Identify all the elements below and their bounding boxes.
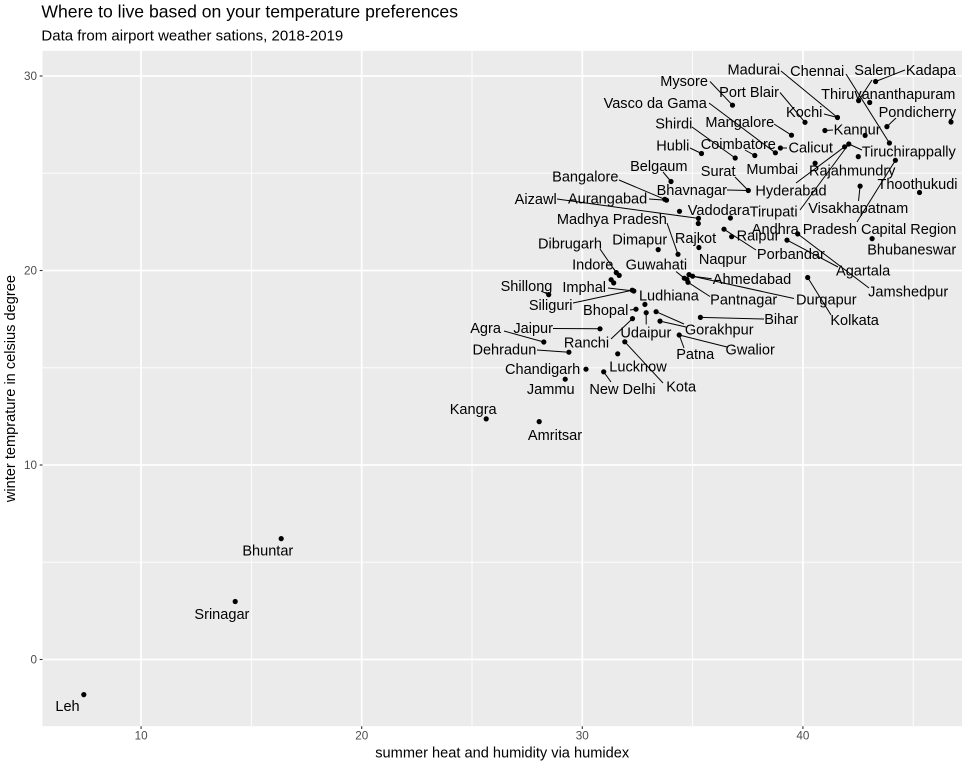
svg-text:Aizawl: Aizawl	[515, 192, 557, 208]
svg-text:Vasco da Gama: Vasco da Gama	[604, 96, 708, 112]
svg-text:Naqpur: Naqpur	[699, 252, 747, 268]
svg-text:Mumbai: Mumbai	[746, 162, 798, 178]
svg-text:Andhra Pradesh Capital Region: Andhra Pradesh Capital Region	[752, 222, 957, 238]
svg-text:Raipur: Raipur	[737, 229, 780, 245]
svg-text:Indore: Indore	[572, 258, 613, 274]
svg-text:20: 20	[355, 730, 369, 743]
svg-text:Salem: Salem	[854, 63, 895, 79]
svg-text:Bangalore: Bangalore	[552, 170, 618, 186]
svg-text:Chennai: Chennai	[790, 64, 844, 80]
svg-text:Where to live based on your te: Where to live based on your temperature …	[41, 1, 458, 21]
svg-text:Vadodara: Vadodara	[688, 203, 751, 219]
svg-text:Rajahmundry: Rajahmundry	[809, 163, 896, 179]
svg-text:Dehradun: Dehradun	[472, 343, 536, 359]
svg-text:Kota: Kota	[666, 380, 697, 396]
svg-text:Chandigarh: Chandigarh	[505, 362, 580, 378]
svg-text:Pondicherry: Pondicherry	[879, 105, 957, 121]
svg-text:Srinagar: Srinagar	[194, 607, 249, 623]
svg-text:Porbandar: Porbandar	[757, 247, 825, 263]
svg-text:Agra: Agra	[470, 321, 502, 337]
svg-text:Bihar: Bihar	[764, 312, 798, 328]
svg-text:Ahmedabad: Ahmedabad	[713, 272, 791, 288]
svg-text:Bhuntar: Bhuntar	[242, 544, 293, 560]
svg-text:Kadapa: Kadapa	[906, 63, 957, 79]
svg-text:Rajkot: Rajkot	[675, 231, 716, 247]
svg-text:Shirdi: Shirdi	[655, 117, 692, 133]
svg-text:Lucknow: Lucknow	[609, 360, 667, 376]
svg-text:Imphal: Imphal	[562, 280, 606, 296]
svg-text:Ludhiana: Ludhiana	[639, 289, 700, 305]
svg-text:Calicut: Calicut	[788, 141, 832, 157]
svg-text:Bhubaneswar: Bhubaneswar	[867, 243, 956, 259]
svg-text:Kannur: Kannur	[834, 122, 881, 138]
svg-text:Coimbatore: Coimbatore	[701, 137, 776, 153]
svg-text:Amritsar: Amritsar	[528, 428, 582, 444]
svg-text:Durgapur: Durgapur	[796, 293, 857, 309]
svg-text:Madurai: Madurai	[728, 62, 781, 78]
svg-text:10: 10	[24, 459, 38, 472]
svg-text:0: 0	[30, 654, 37, 667]
svg-text:Tiruchirappally: Tiruchirappally	[862, 145, 957, 161]
svg-text:20: 20	[24, 265, 38, 278]
svg-text:Hyderabad: Hyderabad	[755, 183, 826, 199]
svg-text:Thiruvananthapuram: Thiruvananthapuram	[821, 87, 955, 103]
svg-text:Udaipur: Udaipur	[620, 326, 671, 342]
svg-text:30: 30	[576, 730, 590, 743]
svg-text:Tirupati: Tirupati	[750, 205, 798, 221]
svg-text:Bhavnagar: Bhavnagar	[657, 183, 728, 199]
svg-text:Gorakhpur: Gorakhpur	[685, 323, 754, 339]
svg-text:Mangalore: Mangalore	[705, 115, 774, 131]
svg-text:Jaipur: Jaipur	[513, 321, 553, 337]
svg-text:Aurangabad: Aurangabad	[568, 192, 647, 208]
svg-text:Gwalior: Gwalior	[726, 343, 775, 359]
svg-text:Jammu: Jammu	[527, 382, 575, 398]
svg-text:Jamshedpur: Jamshedpur	[868, 284, 948, 300]
svg-text:Pantnagar: Pantnagar	[710, 293, 777, 309]
svg-text:30: 30	[24, 70, 38, 83]
svg-text:Kolkata: Kolkata	[830, 313, 879, 329]
svg-text:Guwahati: Guwahati	[626, 258, 687, 274]
svg-text:Siliguri: Siliguri	[529, 298, 573, 314]
svg-text:Hubli: Hubli	[656, 138, 689, 154]
svg-text:Kochi: Kochi	[786, 105, 822, 121]
svg-text:Leh: Leh	[55, 699, 79, 715]
svg-text:Data from airport weather sati: Data from airport weather sations, 2018-…	[41, 28, 343, 45]
svg-text:New Delhi: New Delhi	[589, 382, 655, 398]
svg-text:Agartala: Agartala	[836, 264, 891, 280]
svg-text:Ranchi: Ranchi	[564, 335, 609, 351]
svg-text:Thoothukudi: Thoothukudi	[877, 177, 957, 193]
svg-text:Dibrugarh: Dibrugarh	[538, 236, 602, 252]
svg-text:Surat: Surat	[701, 164, 736, 180]
svg-text:Dimapur: Dimapur	[612, 233, 667, 249]
svg-text:Kangra: Kangra	[450, 402, 498, 418]
svg-text:Visakhapatnam: Visakhapatnam	[808, 201, 908, 217]
svg-text:10: 10	[135, 730, 149, 743]
svg-text:summer heat and humidity via h: summer heat and humidity via humidex	[375, 746, 630, 762]
svg-text:Shillong: Shillong	[501, 279, 553, 295]
svg-text:winter temprature in celsius d: winter temprature in celsius degree	[3, 275, 19, 503]
svg-text:Madhya Pradesh: Madhya Pradesh	[557, 212, 667, 228]
svg-text:Mysore: Mysore	[660, 74, 708, 90]
svg-text:Belgaum: Belgaum	[630, 159, 687, 175]
svg-text:Port Blair: Port Blair	[719, 85, 779, 101]
svg-text:40: 40	[796, 730, 810, 743]
svg-text:Bhopal: Bhopal	[583, 303, 628, 319]
svg-text:Patna: Patna	[676, 347, 715, 363]
